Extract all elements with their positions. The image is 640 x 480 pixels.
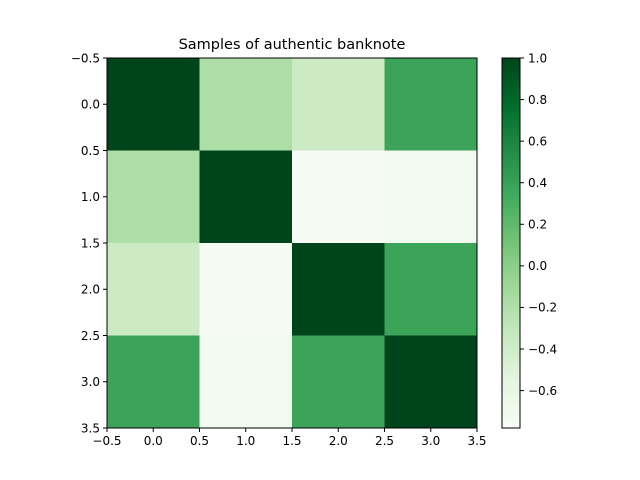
heatmap-cell (292, 58, 385, 151)
heatmap-cell (199, 150, 293, 244)
x-tick-label: 1.0 (236, 434, 255, 448)
y-tick-label: 2.0 (81, 283, 100, 297)
heatmap-cell (292, 243, 385, 336)
heatmap-cells (107, 58, 478, 429)
colorbar-tick-label: 0.0 (528, 259, 547, 273)
colorbar-tick-label: 1.0 (528, 51, 547, 65)
colorbar (502, 58, 520, 428)
y-tick-label: −0.5 (71, 51, 100, 65)
y-tick-label: 1.5 (81, 236, 100, 250)
heatmap-cell (292, 150, 385, 244)
y-tick-label: 2.5 (81, 329, 100, 343)
x-tick-label: −0.5 (92, 434, 121, 448)
colorbar-tick-label: −0.2 (528, 301, 557, 315)
colorbar-tick-label: 0.6 (528, 134, 547, 148)
heatmap-cell (384, 243, 478, 336)
heatmap-cell (292, 335, 385, 429)
y-tick-label: 3.0 (81, 375, 100, 389)
colorbar-axis: −0.6 −0.4 −0.2 0.0 0.2 0.4 0.6 0.8 1.0 (520, 51, 557, 398)
colorbar-frame (501, 57, 521, 429)
colorbar-tick-label: 0.2 (528, 218, 547, 232)
chart-title: Samples of authentic banknote (179, 37, 406, 53)
x-tick-label: 3.5 (467, 434, 486, 448)
colorbar-tick-label: −0.4 (528, 342, 557, 356)
heatmap-cell (107, 58, 200, 151)
x-tick-label: 1.5 (282, 434, 301, 448)
x-axis: −0.5 0.0 0.5 1.0 1.5 2.0 2.5 3.0 3.5 (92, 428, 487, 448)
x-tick-label: 0.5 (190, 434, 209, 448)
colorbar-tick-label: 0.8 (528, 93, 547, 107)
x-tick-label: 0.0 (144, 434, 163, 448)
heatmap-cell (384, 58, 478, 151)
colorbar-tick-label: 0.4 (528, 176, 547, 190)
x-tick-label: 2.5 (375, 434, 394, 448)
y-tick-label: 3.5 (81, 421, 100, 435)
colorbar-tick-label: −0.6 (528, 384, 557, 398)
y-tick-label: 0.5 (81, 144, 100, 158)
y-tick-label: 0.0 (81, 98, 100, 112)
y-tick-label: 1.0 (81, 190, 100, 204)
heatmap-cell (199, 335, 293, 429)
heatmap-cell (107, 150, 200, 244)
y-axis: −0.5 0.0 0.5 1.0 1.5 2.0 2.5 3.0 3.5 (71, 51, 107, 435)
heatmap-cell (107, 243, 200, 336)
heatmap-cell (107, 335, 200, 429)
x-tick-label: 3.0 (421, 434, 440, 448)
heatmap-cell (384, 335, 478, 429)
heatmap-cell (384, 150, 478, 244)
heatmap-cell (199, 58, 293, 151)
heatmap-cell (199, 243, 293, 336)
x-tick-label: 2.0 (329, 434, 348, 448)
